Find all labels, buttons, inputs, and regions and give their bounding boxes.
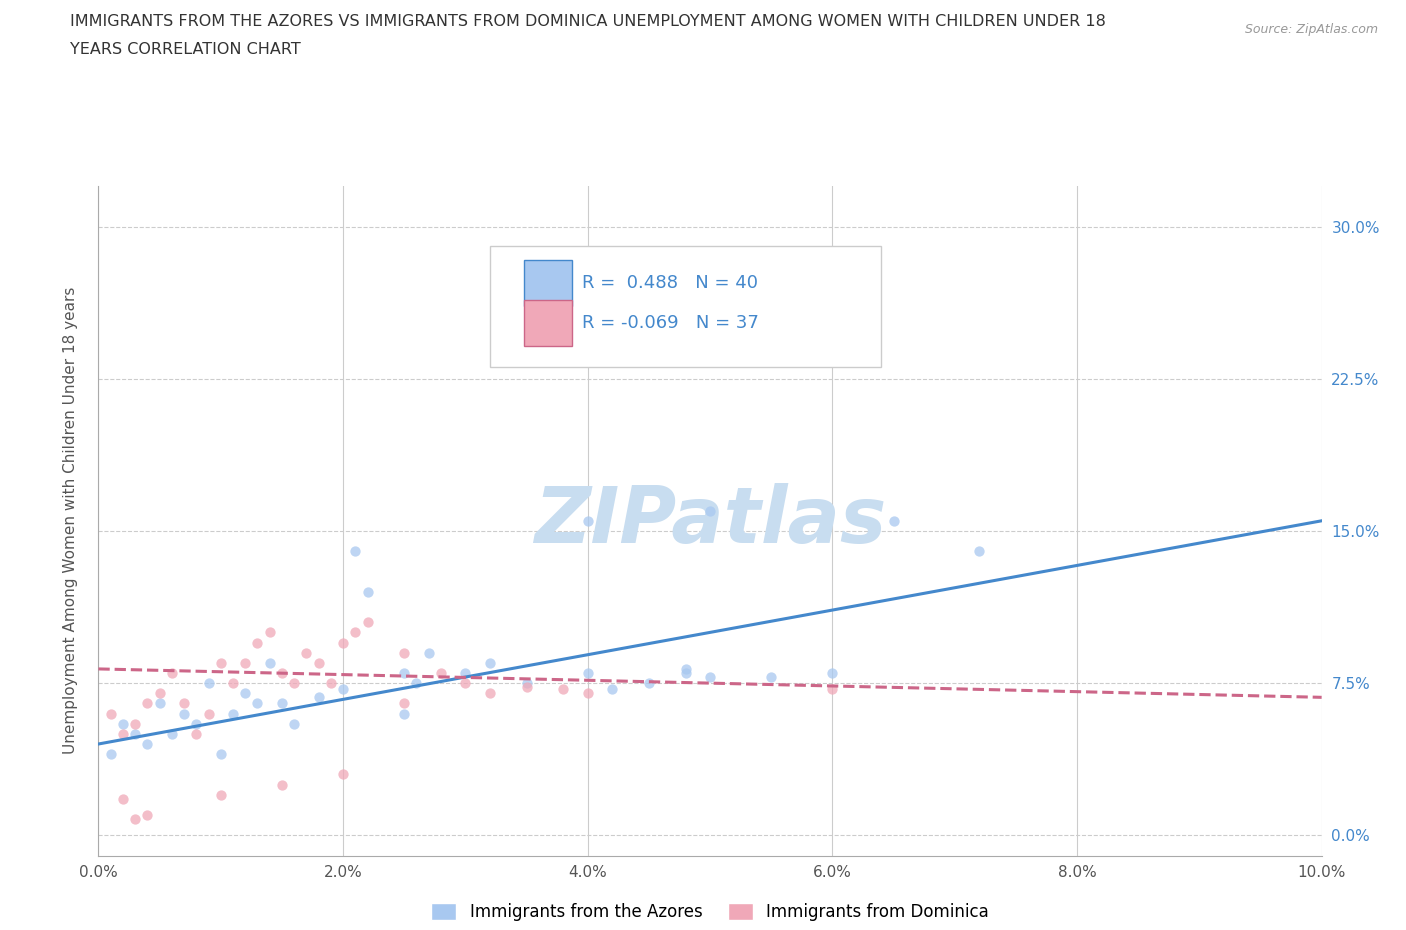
- Point: [576, 685, 599, 700]
- Point: [821, 666, 844, 681]
- Point: [222, 676, 245, 691]
- Point: [136, 737, 159, 751]
- Point: [149, 685, 172, 700]
- Point: [576, 666, 599, 681]
- Point: [111, 716, 134, 731]
- Point: [356, 615, 378, 630]
- Point: [332, 635, 354, 650]
- Point: [136, 696, 159, 711]
- Point: [124, 726, 146, 741]
- Point: [883, 513, 905, 528]
- Point: [173, 706, 195, 721]
- Point: [259, 656, 281, 671]
- Point: [344, 625, 367, 640]
- FancyBboxPatch shape: [524, 260, 572, 306]
- Point: [160, 666, 183, 681]
- Point: [478, 656, 501, 671]
- Point: [283, 716, 305, 731]
- Point: [392, 645, 416, 660]
- Point: [100, 706, 122, 721]
- Point: [233, 656, 256, 671]
- Point: [821, 682, 844, 697]
- Point: [454, 676, 477, 691]
- Point: [160, 726, 183, 741]
- Point: [418, 645, 440, 660]
- Text: ZIPatlas: ZIPatlas: [534, 483, 886, 559]
- Point: [600, 682, 623, 697]
- Point: [553, 682, 575, 697]
- Point: [270, 666, 292, 681]
- Text: YEARS CORRELATION CHART: YEARS CORRELATION CHART: [70, 42, 301, 57]
- Text: R = -0.069   N = 37: R = -0.069 N = 37: [582, 314, 758, 332]
- Y-axis label: Unemployment Among Women with Children Under 18 years: Unemployment Among Women with Children U…: [63, 287, 77, 754]
- Point: [270, 696, 292, 711]
- Point: [246, 635, 269, 650]
- Point: [149, 696, 172, 711]
- Point: [186, 726, 208, 741]
- Point: [821, 249, 844, 264]
- Point: [197, 706, 219, 721]
- Point: [124, 812, 146, 827]
- Point: [259, 625, 281, 640]
- Point: [430, 666, 453, 681]
- Point: [392, 666, 416, 681]
- FancyBboxPatch shape: [489, 246, 882, 366]
- Point: [209, 656, 232, 671]
- Point: [295, 645, 318, 660]
- Point: [124, 716, 146, 731]
- Point: [197, 676, 219, 691]
- Point: [246, 696, 269, 711]
- Point: [308, 656, 330, 671]
- Point: [576, 513, 599, 528]
- Text: R =  0.488   N = 40: R = 0.488 N = 40: [582, 274, 758, 292]
- Point: [186, 716, 208, 731]
- Point: [516, 676, 538, 691]
- Point: [454, 666, 477, 681]
- Point: [332, 682, 354, 697]
- Point: [759, 670, 782, 684]
- Point: [111, 726, 134, 741]
- Point: [675, 666, 697, 681]
- Point: [967, 544, 990, 559]
- Point: [405, 676, 427, 691]
- Text: IMMIGRANTS FROM THE AZORES VS IMMIGRANTS FROM DOMINICA UNEMPLOYMENT AMONG WOMEN : IMMIGRANTS FROM THE AZORES VS IMMIGRANTS…: [70, 14, 1107, 29]
- Point: [308, 690, 330, 705]
- FancyBboxPatch shape: [524, 300, 572, 346]
- Point: [478, 685, 501, 700]
- Point: [136, 807, 159, 822]
- Point: [233, 685, 256, 700]
- Point: [516, 680, 538, 695]
- Point: [100, 747, 122, 762]
- Point: [392, 696, 416, 711]
- Point: [356, 584, 378, 599]
- Point: [209, 747, 232, 762]
- Legend: Immigrants from the Azores, Immigrants from Dominica: Immigrants from the Azores, Immigrants f…: [425, 897, 995, 927]
- Point: [319, 676, 342, 691]
- Point: [283, 676, 305, 691]
- Point: [270, 777, 292, 792]
- Point: [222, 706, 245, 721]
- Point: [675, 661, 697, 676]
- Text: Source: ZipAtlas.com: Source: ZipAtlas.com: [1244, 23, 1378, 36]
- Point: [637, 676, 661, 691]
- Point: [699, 503, 721, 518]
- Point: [699, 670, 721, 684]
- Point: [332, 767, 354, 782]
- Point: [209, 788, 232, 803]
- Point: [111, 791, 134, 806]
- Point: [392, 706, 416, 721]
- Point: [344, 544, 367, 559]
- Point: [173, 696, 195, 711]
